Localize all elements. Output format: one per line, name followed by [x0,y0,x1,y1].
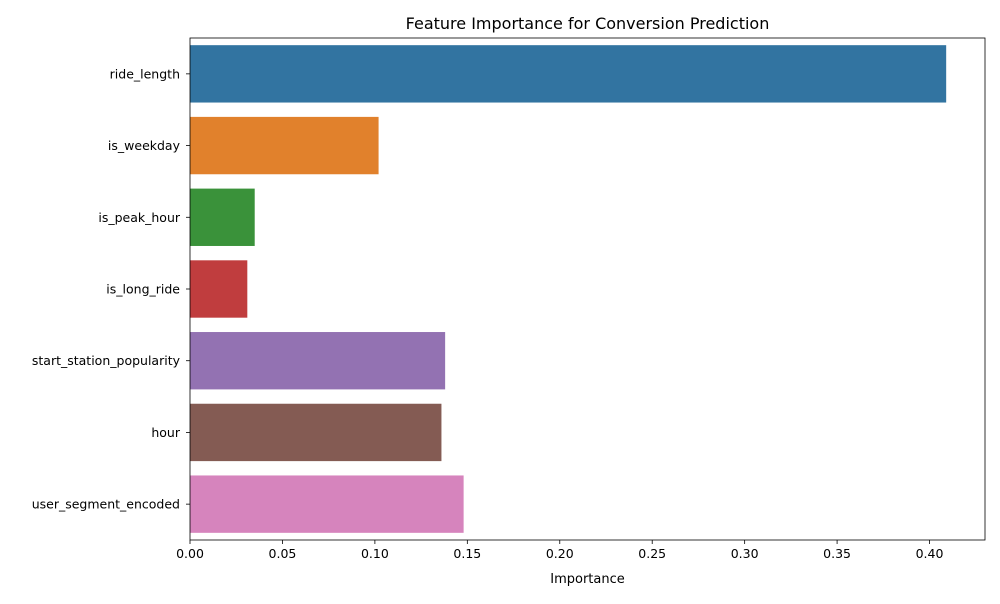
bar-is-weekday [190,116,379,175]
y-axis-ticks: ride_length is_weekday is_peak_hour is_long… [32,66,190,512]
y-tick-label: ride_length [110,66,180,81]
y-tick-label: user_segment_encoded [32,497,180,512]
bars-layer [190,45,947,533]
bar-ride-length [190,45,947,103]
x-tick-label: 0.10 [361,546,389,561]
bar-is-long-ride [190,260,248,318]
y-tick-label: is_peak_hour [98,210,181,225]
x-tick-label: 0.35 [823,546,851,561]
chart-title: Feature Importance for Conversion Predic… [406,14,770,33]
bar-user-segment-encoded [190,475,464,533]
x-tick-label: 0.15 [453,546,481,561]
y-tick-label: start_station_popularity [32,353,181,368]
x-tick-label: 0.00 [176,546,204,561]
plot-frame [189,37,986,541]
x-axis-ticks: 0.00 0.05 0.10 0.15 0.20 0.25 0.30 0.35 0.40 [176,540,943,561]
y-tick-label: is_weekday [108,138,181,153]
x-tick-label: 0.25 [638,546,666,561]
x-tick-label: 0.30 [731,546,759,561]
x-tick-label: 0.05 [269,546,297,561]
bar-hour [190,403,442,462]
bar-is-peak-hour [190,188,255,246]
x-tick-label: 0.20 [546,546,574,561]
x-tick-label: 0.40 [916,546,944,561]
bar-start-station-popularity [190,332,446,390]
x-axis-label: Importance [550,572,625,587]
y-tick-label: hour [151,425,180,440]
y-tick-label: is_long_ride [106,282,180,297]
